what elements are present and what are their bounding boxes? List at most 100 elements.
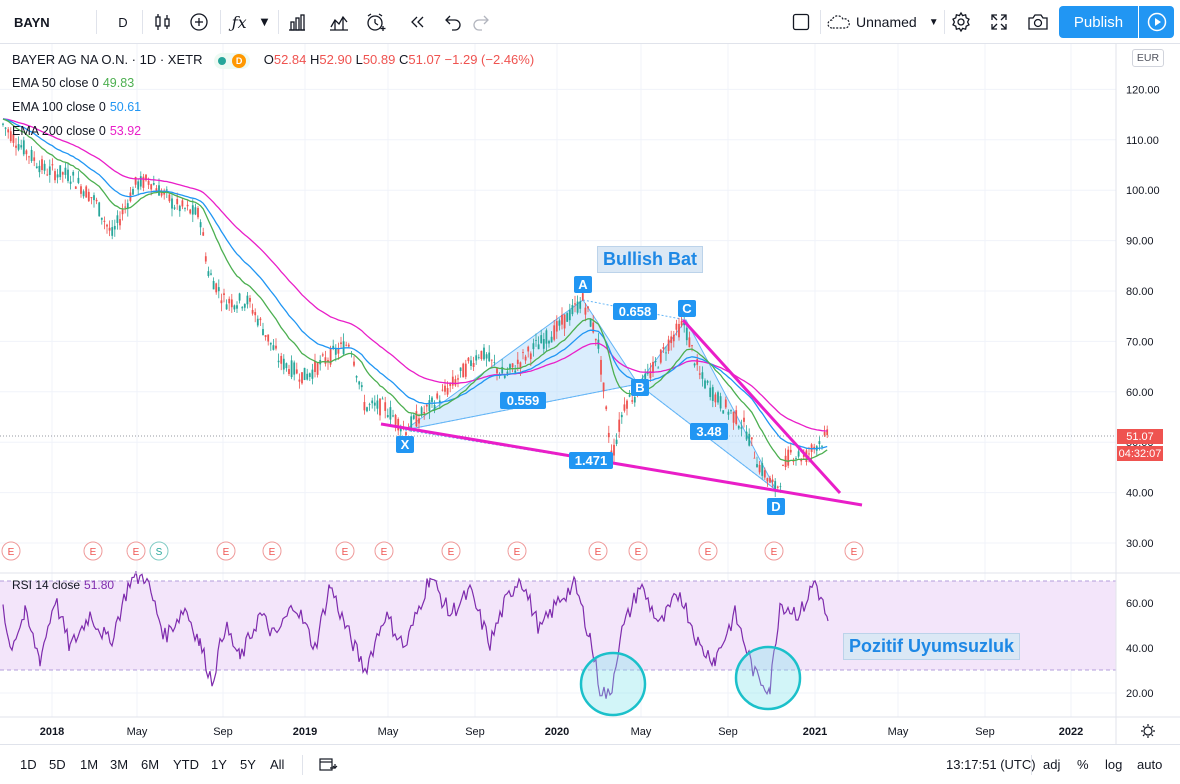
candle-body — [420, 407, 423, 416]
resistance-trendline[interactable] — [681, 318, 842, 495]
camera-icon[interactable] — [1025, 6, 1051, 38]
candle-body — [436, 393, 439, 399]
auto-toggle[interactable]: auto — [1137, 757, 1163, 772]
candle-body — [17, 144, 20, 150]
range-all[interactable]: All — [270, 757, 285, 772]
range-6m[interactable]: 6M — [141, 757, 160, 772]
candles-icon[interactable] — [150, 6, 176, 38]
candle-body — [397, 418, 400, 431]
earnings-event-icon[interactable] — [507, 541, 527, 561]
earnings-event-icon[interactable] — [374, 541, 394, 561]
ema50-legend[interactable]: EMA 50 close 0 49.83 — [12, 76, 134, 90]
price-axis[interactable]: 120.00110.00100.0090.0080.0070.0060.0050… — [1126, 84, 1160, 550]
candle-body — [191, 205, 194, 215]
range-1y[interactable]: 1Y — [211, 757, 227, 772]
candle-body — [324, 357, 327, 364]
axis-settings-gear-icon[interactable] — [1141, 724, 1155, 738]
pattern-point-c: C — [678, 300, 696, 317]
financials-bars-icon[interactable] — [284, 6, 310, 38]
candle-body — [254, 312, 257, 316]
candle-body — [311, 369, 314, 379]
time-tick-label: Sep — [718, 726, 738, 738]
select-square-icon[interactable] — [788, 6, 814, 38]
split-event-icon[interactable] — [149, 541, 169, 561]
candle-body — [77, 177, 80, 183]
date-range-icon[interactable] — [318, 756, 338, 777]
clock-timezone[interactable]: 13:17:51 (UTC) — [946, 757, 1036, 772]
indicators-fx-icon[interactable]: ƒx ▼ — [231, 12, 269, 32]
candle-body — [522, 352, 524, 353]
bullish-bat-label[interactable]: Bullish Bat — [597, 246, 704, 273]
interval-button[interactable]: D — [110, 6, 136, 38]
candle-body — [337, 349, 340, 354]
range-5y[interactable]: 5Y — [240, 757, 256, 772]
candle-body — [724, 399, 727, 408]
undo-icon[interactable] — [440, 6, 466, 38]
adj-toggle[interactable]: adj — [1043, 757, 1061, 772]
symbol-label: BAYN — [14, 14, 50, 30]
candle-body — [181, 200, 184, 207]
earnings-event-icon[interactable] — [126, 541, 146, 561]
range-5d[interactable]: 5D — [49, 757, 66, 772]
ema200-legend[interactable]: EMA 200 close 0 53.92 — [12, 124, 141, 138]
rsi-legend[interactable]: RSI 14 close 51.80 — [12, 578, 114, 592]
candle-body — [727, 411, 730, 415]
symbol-legend[interactable]: BAYER AG NA O.N. · 1D · XETR D O52.84 H5… — [12, 52, 534, 69]
candle-body — [329, 348, 332, 365]
rsi-axis[interactable]: 60.00 40.00 20.00 — [1126, 598, 1154, 700]
candle-body — [394, 414, 397, 425]
redo-icon[interactable] — [468, 6, 494, 38]
publish-button[interactable]: Publish — [1059, 6, 1138, 38]
replay-rewind-icon[interactable] — [404, 6, 430, 38]
earnings-event-icon[interactable] — [262, 541, 282, 561]
candle-body — [693, 363, 696, 366]
price-tick-label: 100.00 — [1126, 185, 1160, 197]
toolbar-divider — [96, 10, 97, 34]
earnings-event-icon[interactable] — [698, 541, 718, 561]
divergence-label[interactable]: Pozitif Uyumsuzluk — [843, 633, 1021, 660]
earnings-event-icon[interactable] — [1, 541, 21, 561]
range-3m[interactable]: 3M — [110, 757, 129, 772]
fullscreen-icon[interactable] — [986, 6, 1012, 38]
candle-body — [46, 174, 49, 176]
candle-body — [80, 186, 82, 194]
symbol-search-button[interactable]: BAYN — [0, 6, 88, 38]
candle-body — [275, 345, 277, 349]
log-toggle[interactable]: log — [1105, 757, 1123, 772]
ema100-legend[interactable]: EMA 100 close 0 50.61 — [12, 100, 141, 114]
candle-body — [649, 370, 652, 379]
candle-body — [171, 198, 173, 209]
candle-body — [415, 411, 418, 427]
support-trendline[interactable] — [380, 422, 863, 507]
candle-body — [293, 362, 296, 375]
candle-body — [670, 336, 673, 344]
earnings-event-icon[interactable] — [83, 541, 103, 561]
range-1d[interactable]: 1D — [20, 757, 37, 772]
candle-body — [821, 445, 823, 447]
candle-body — [701, 372, 704, 379]
earnings-event-icon[interactable] — [764, 541, 784, 561]
earnings-event-icon[interactable] — [844, 541, 864, 561]
candle-body — [116, 215, 119, 223]
compare-chart-icon[interactable] — [326, 6, 352, 38]
candle-body — [771, 479, 774, 483]
earnings-event-icon[interactable] — [628, 541, 648, 561]
candle-body — [100, 217, 103, 220]
range-ytd[interactable]: YTD — [173, 757, 199, 772]
range-1m[interactable]: 1M — [80, 757, 99, 772]
earnings-event-icon[interactable] — [335, 541, 355, 561]
candle-body — [381, 398, 384, 400]
layout-menu-button[interactable]: Unnamed ▼ — [826, 6, 946, 38]
gear-icon[interactable] — [948, 6, 974, 38]
percent-toggle[interactable]: % — [1077, 757, 1089, 772]
time-axis[interactable]: 2018 May Sep 2019 May Sep 2020 May Sep 2021 May Sep… — [40, 726, 1083, 738]
add-plus-icon[interactable] — [186, 6, 212, 38]
candle-body — [225, 304, 228, 310]
alert-clock-icon[interactable] — [363, 6, 389, 38]
earnings-event-icon[interactable] — [588, 541, 608, 561]
earnings-event-icon[interactable] — [441, 541, 461, 561]
earnings-event-icon[interactable] — [216, 541, 236, 561]
currency-badge[interactable]: EUR — [1132, 49, 1164, 67]
events-row[interactable]: E E E E E E E E E E E E E ES — [1, 541, 864, 561]
play-button[interactable] — [1139, 6, 1174, 38]
